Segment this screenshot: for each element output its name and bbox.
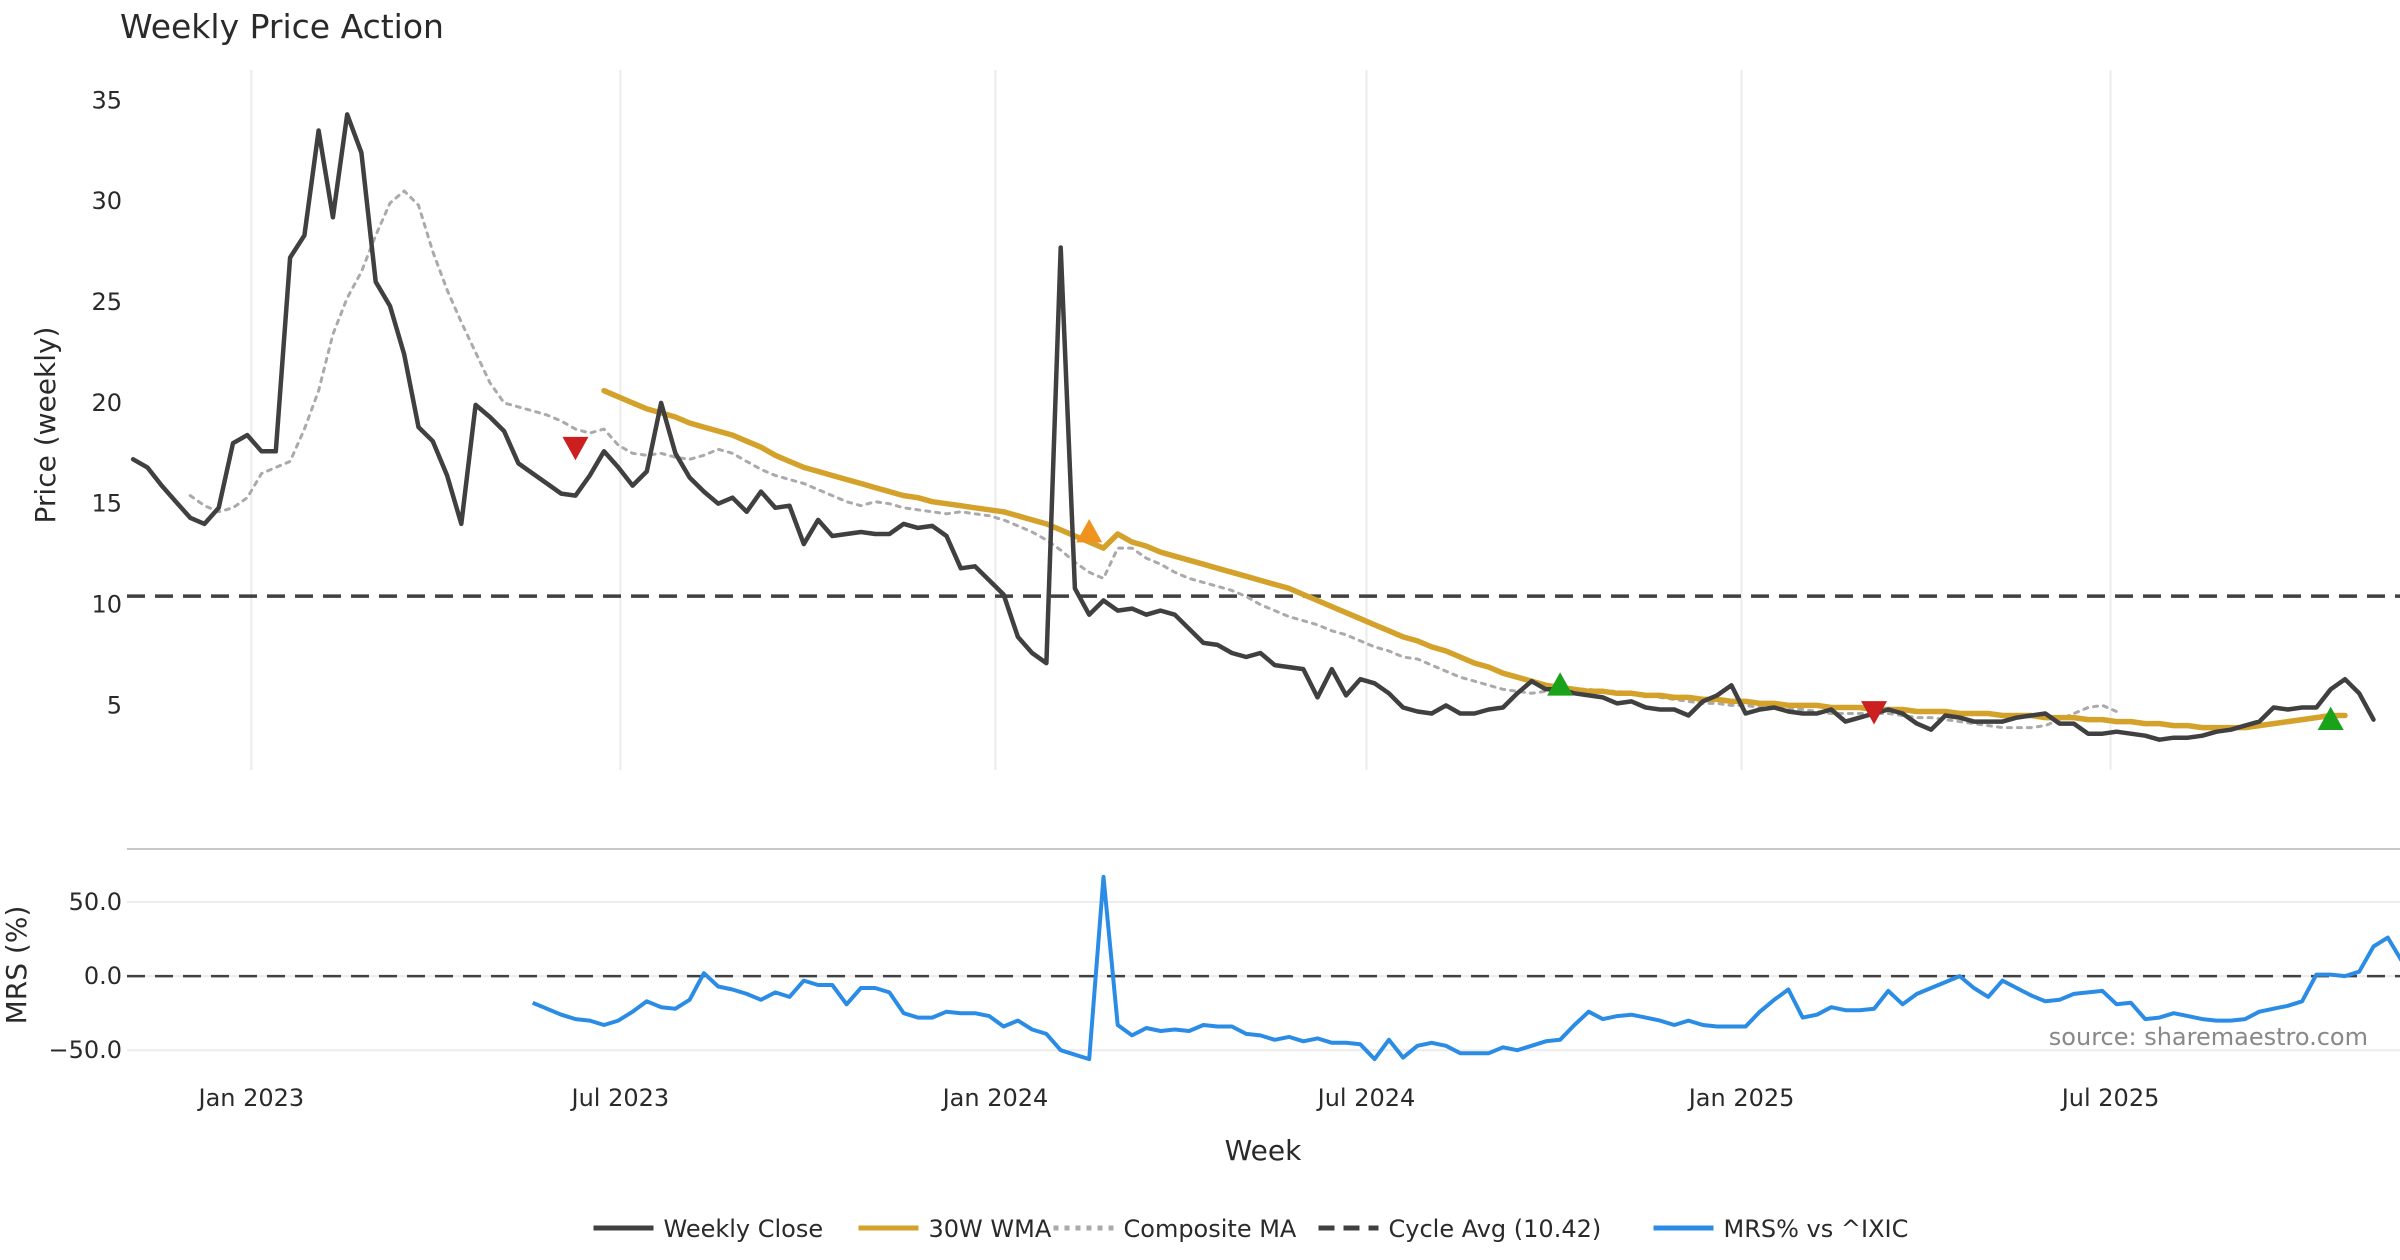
series-30w-wma: [601, 387, 2348, 731]
buy-signal-marker: [1076, 518, 1103, 543]
mrs-y-axis-label: MRS (%): [0, 906, 33, 1025]
x-tick-label: Jul 2025: [2060, 1084, 2160, 1112]
mrs-tick-label: 0.0: [84, 962, 122, 990]
legend-label: 30W WMA: [929, 1215, 1052, 1243]
y-tick-label: 10: [91, 591, 122, 619]
x-tick-label: Jan 2023: [197, 1084, 305, 1112]
x-ticks: Jan 2023 Jul 2023 Jan 2024 Jul 2024 Jan 2025…: [197, 1084, 2160, 1112]
price-gridlines: [250, 70, 2112, 770]
y-tick-label: 25: [91, 288, 122, 316]
mrs-tick-label: −50.0: [48, 1036, 122, 1064]
sell-signal-marker: [562, 436, 589, 461]
mrs-series: [531, 874, 2400, 1062]
price-series: [130, 112, 2376, 742]
series-weekly-close: [130, 112, 2376, 742]
x-axis-label: Week: [1225, 1134, 1302, 1167]
series-composite-ma: [188, 189, 2119, 730]
y-tick-label: 5: [107, 691, 122, 719]
price-y-ticks: 5 10 15 20 25 30 35: [91, 86, 122, 719]
source-annotation: source: sharemaestro.com: [2049, 1023, 2368, 1051]
legend-label: Composite MA: [1124, 1215, 1297, 1243]
legend-label: Weekly Close: [664, 1215, 824, 1243]
buy-signal-marker: [2317, 706, 2344, 730]
buy-signal-marker: [1547, 672, 1574, 696]
x-tick-label: Jul 2024: [1316, 1084, 1416, 1112]
chart-title: Weekly Price Action: [120, 7, 444, 46]
legend: Weekly Close 30W WMA Composite MA Cycle Avg…: [593, 1215, 1909, 1243]
legend-label: MRS% vs ^IXIC: [1724, 1215, 1909, 1243]
x-tick-label: Jan 2024: [941, 1084, 1049, 1112]
reference-lines: [127, 594, 2400, 978]
series-mrs: [531, 874, 2400, 1062]
x-tick-label: Jan 2025: [1687, 1084, 1795, 1112]
y-tick-label: 35: [91, 86, 122, 114]
mrs-y-ticks: 50.0 0.0 −50.0: [48, 888, 122, 1064]
y-tick-label: 15: [91, 490, 122, 518]
price-y-axis-label: Price (weekly): [29, 327, 62, 524]
y-tick-label: 20: [91, 389, 122, 417]
legend-label: Cycle Avg (10.42): [1389, 1215, 1602, 1243]
signal-markers: [562, 436, 2344, 730]
sell-signal-marker: [1861, 701, 1888, 725]
x-tick-label: Jul 2023: [569, 1084, 669, 1112]
y-tick-label: 30: [91, 187, 122, 215]
mrs-tick-label: 50.0: [69, 888, 122, 916]
